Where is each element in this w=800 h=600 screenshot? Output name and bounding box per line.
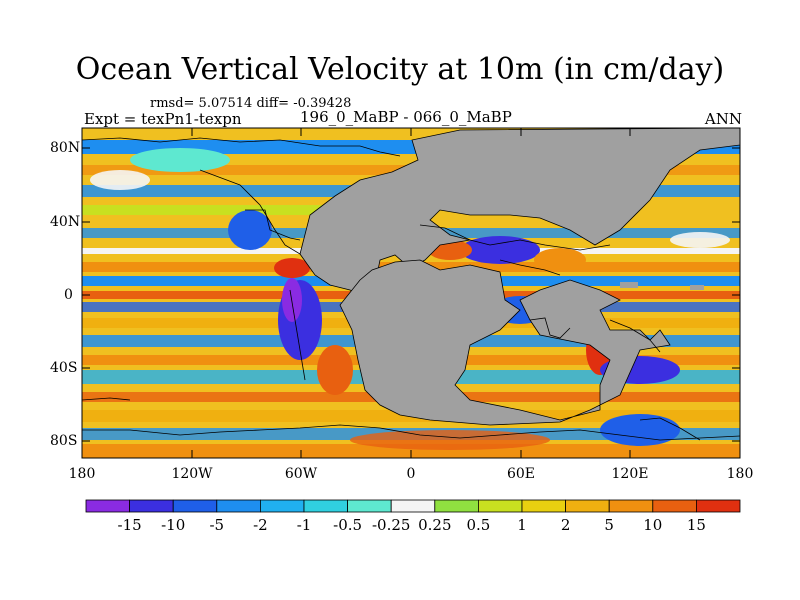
coastlines (82, 137, 740, 441)
colorbar-label: -0.25 (371, 516, 411, 534)
lon-label-0: 0 (406, 466, 416, 482)
period-label: 196_0_MaBP - 066_0_MaBP (300, 108, 512, 126)
colorbar-label: 5 (604, 516, 614, 534)
colorbar-swatch (347, 499, 392, 513)
lon-label-60w: 60W (284, 466, 318, 482)
axis-ticks (82, 128, 740, 458)
colorbar-swatch (652, 499, 697, 513)
colorbar-swatch (259, 499, 305, 513)
lat-label-40n: 40N (50, 214, 81, 230)
colorbar (85, 499, 741, 513)
colorbar-label: -2 (253, 516, 268, 534)
colorbar-label: 2 (560, 516, 571, 534)
colorbar-label: 15 (686, 516, 706, 534)
colorbar-swatch (303, 499, 348, 513)
colorbar-label: -5 (209, 516, 225, 534)
colorbar-label: -0.5 (333, 516, 363, 534)
colorbar-swatch (85, 499, 130, 513)
colorbar-swatch (129, 499, 174, 513)
colorbar-swatch (434, 499, 479, 513)
colorbar-label: 10 (643, 516, 663, 534)
colorbar-swatch (521, 499, 566, 513)
colorbar-label: -1 (296, 516, 312, 534)
lat-label-0: 0 (64, 287, 73, 303)
lon-label-120w: 120W (171, 466, 213, 482)
colorbar-swatch (565, 499, 610, 513)
colorbar-label: -10 (161, 516, 186, 534)
colorbar-label: -15 (117, 516, 142, 534)
colorbar-label: 0.5 (466, 516, 491, 534)
colorbar-swatch (216, 499, 261, 513)
colorbar-swatch (172, 499, 218, 513)
ocean-field (82, 128, 740, 458)
colorbar-label: 0.25 (418, 516, 452, 534)
colorbar-swatch (477, 499, 523, 513)
colorbar-label: 1 (517, 516, 527, 534)
land-mass (299, 128, 740, 426)
lat-label-80s: 80S (50, 433, 78, 449)
lon-label-180e: 180 (726, 466, 754, 482)
season-label: ANN (704, 110, 742, 128)
lat-label-80n: 80N (50, 140, 81, 156)
lon-label-180w: 180 (68, 466, 96, 482)
lat-label-40s: 40S (50, 360, 78, 376)
stats-text: rmsd= 5.07514 diff= -0.39428 (150, 96, 352, 111)
experiment-label: Expt = texPn1-texpn (84, 110, 242, 128)
colorbar-swatch (696, 499, 741, 513)
colorbar-swatch (390, 499, 436, 513)
lon-label-120e: 120E (611, 466, 649, 482)
lon-label-60e: 60E (506, 466, 536, 482)
colorbar-swatch (608, 499, 654, 513)
map-title: Ocean Vertical Velocity at 10m (in cm/da… (75, 52, 725, 87)
